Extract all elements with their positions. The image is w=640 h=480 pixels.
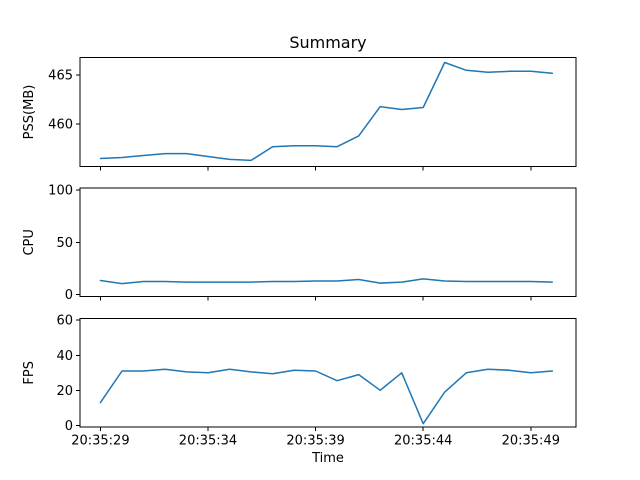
y-tick-label-fps: 20 <box>56 384 73 399</box>
y-axis-label-fps: FPS <box>22 361 37 385</box>
x-tick-label: 20:35:39 <box>286 434 344 449</box>
line-series-pss <box>99 61 554 162</box>
y-tick-label-pss: 460 <box>48 118 73 133</box>
line-series-cpu <box>99 278 554 285</box>
y-tick-label-fps: 60 <box>56 314 73 329</box>
y-tick-label-pss: 465 <box>48 69 73 84</box>
x-axis-label: Time <box>311 451 344 466</box>
chart-title: Summary <box>289 33 366 52</box>
line-series-fps <box>99 368 554 425</box>
subplot-frame-fps <box>79 317 577 428</box>
y-axis-label-pss: PSS(MB) <box>22 85 37 140</box>
subplot-frame-pss <box>79 57 577 167</box>
x-tick-label: 20:35:44 <box>394 434 452 449</box>
axes-group: 460 465 0 50 100 0 20 40 60 20:35:29 20:35:34 20:35… <box>48 57 577 449</box>
y-tick-label-cpu: 50 <box>56 236 73 251</box>
y-tick-label-fps: 40 <box>56 349 73 364</box>
y-axis-label-cpu: CPU <box>22 229 37 255</box>
y-tick-label-cpu: 0 <box>65 288 73 303</box>
y-tick-label-cpu: 100 <box>48 184 73 199</box>
x-tick-label: 20:35:34 <box>179 434 237 449</box>
x-tick-label: 20:35:49 <box>502 434 560 449</box>
x-tick-label: 20:35:29 <box>71 434 129 449</box>
y-tick-label-fps: 0 <box>65 419 73 434</box>
